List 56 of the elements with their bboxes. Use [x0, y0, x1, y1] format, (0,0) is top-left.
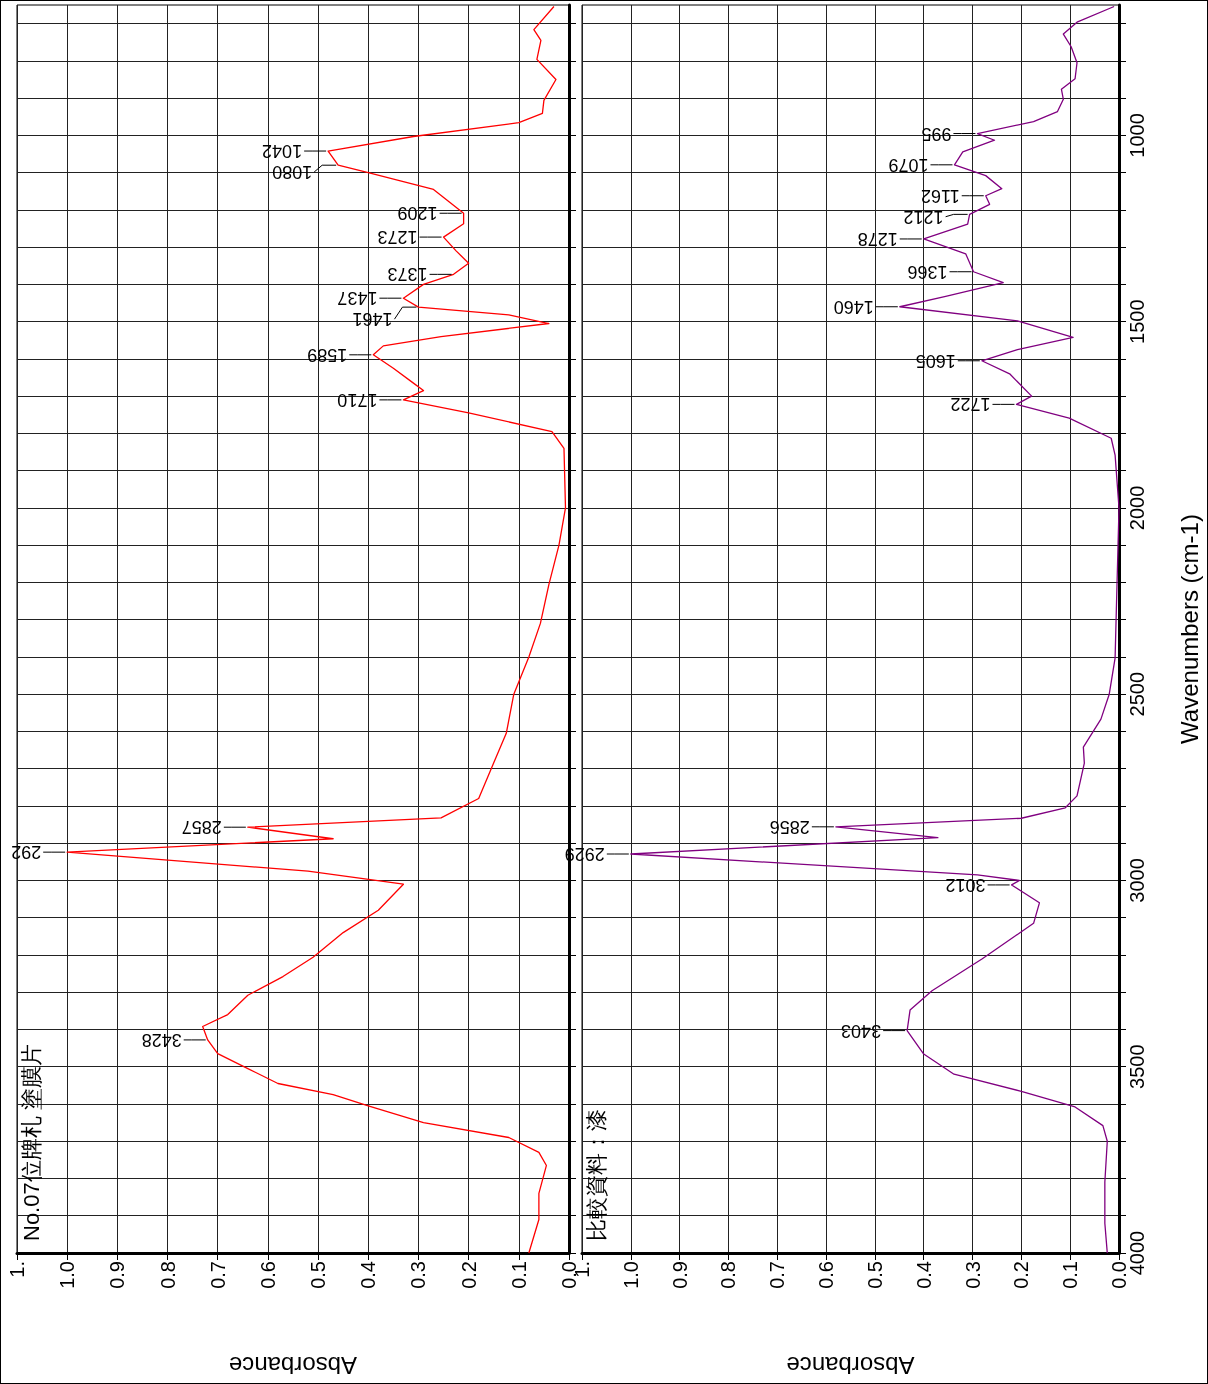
x-tick-label: 0.3 — [407, 1261, 430, 1289]
y-tick-label: 1000 — [1126, 113, 1148, 158]
annotation: 1366 — [907, 261, 948, 282]
x-tick-label: 1.0 — [619, 1261, 642, 1289]
annotation: 1042 — [262, 141, 303, 162]
x-tick-label: 0.4 — [912, 1261, 935, 1289]
annotation: 995 — [921, 123, 952, 144]
x-tick-label: 0.6 — [815, 1261, 838, 1289]
x-tick-label: 0.1 — [507, 1261, 530, 1289]
x-tick-label: 0.8 — [717, 1261, 740, 1289]
text: 比較資料：漆 — [583, 1109, 609, 1241]
annotation: 1605 — [915, 350, 956, 371]
annotation: 1437 — [337, 288, 378, 309]
annotation: 1461 — [352, 309, 393, 330]
annotation: 1373 — [387, 264, 428, 285]
y-tick-label: 2500 — [1126, 671, 1148, 717]
annotation: 1212 — [903, 206, 944, 227]
annotation: 1710 — [337, 389, 378, 410]
annotation: 1162 — [921, 185, 960, 206]
x-tick-label: 1. — [6, 1261, 28, 1278]
x-tick-label: 0.9 — [106, 1261, 129, 1289]
annotation: 3428 — [141, 1029, 182, 1050]
x-tick-label: 0.2 — [1010, 1261, 1033, 1289]
annotation: 3403 — [841, 1020, 882, 1041]
annotation: 1080 — [272, 162, 313, 183]
y-tick-label: 3000 — [1126, 858, 1148, 903]
x-tick-label: 0.5 — [307, 1261, 330, 1289]
x-tick-label: 0.8 — [156, 1261, 179, 1289]
y-tick-label: 2000 — [1126, 485, 1148, 531]
x-tick-label: 0.3 — [961, 1261, 984, 1289]
annotation: 1209 — [397, 203, 438, 224]
x-tick-label: 0.1 — [1059, 1261, 1082, 1289]
x-tick-label: 0.4 — [357, 1261, 380, 1289]
y-tick-label: 3500 — [1126, 1044, 1148, 1089]
annotation: 1589 — [307, 344, 348, 365]
x-tick-label: 0.7 — [766, 1261, 789, 1289]
x-tick-label: 0.7 — [206, 1261, 229, 1289]
annotation: 2856 — [769, 816, 810, 837]
annotation: 1460 — [833, 296, 874, 317]
y-tick-label: 1500 — [1126, 299, 1148, 344]
annotation: 1079 — [888, 154, 929, 175]
annotation: 1273 — [377, 227, 418, 248]
x-axis-title: Absorbance — [786, 1351, 915, 1379]
annotation: 2857 — [181, 817, 222, 838]
x-tick-label: 0.2 — [457, 1261, 480, 1289]
y-axis-title: Wavenumbers (cm-1) — [1175, 514, 1203, 744]
x-tick-label: 0.9 — [668, 1261, 691, 1289]
x-tick-label: 0.6 — [256, 1261, 279, 1289]
annotation: 3012 — [945, 874, 986, 895]
x-axis-title: Absorbance — [228, 1351, 358, 1379]
annotation: 292 — [11, 842, 42, 863]
text: No.07位牌札 塗膜片 — [18, 1044, 44, 1241]
annotation: 1278 — [857, 228, 898, 249]
annotation: 1722 — [950, 394, 991, 415]
x-tick-label: 0.5 — [863, 1261, 886, 1289]
x-tick-label: 1.0 — [56, 1261, 79, 1289]
